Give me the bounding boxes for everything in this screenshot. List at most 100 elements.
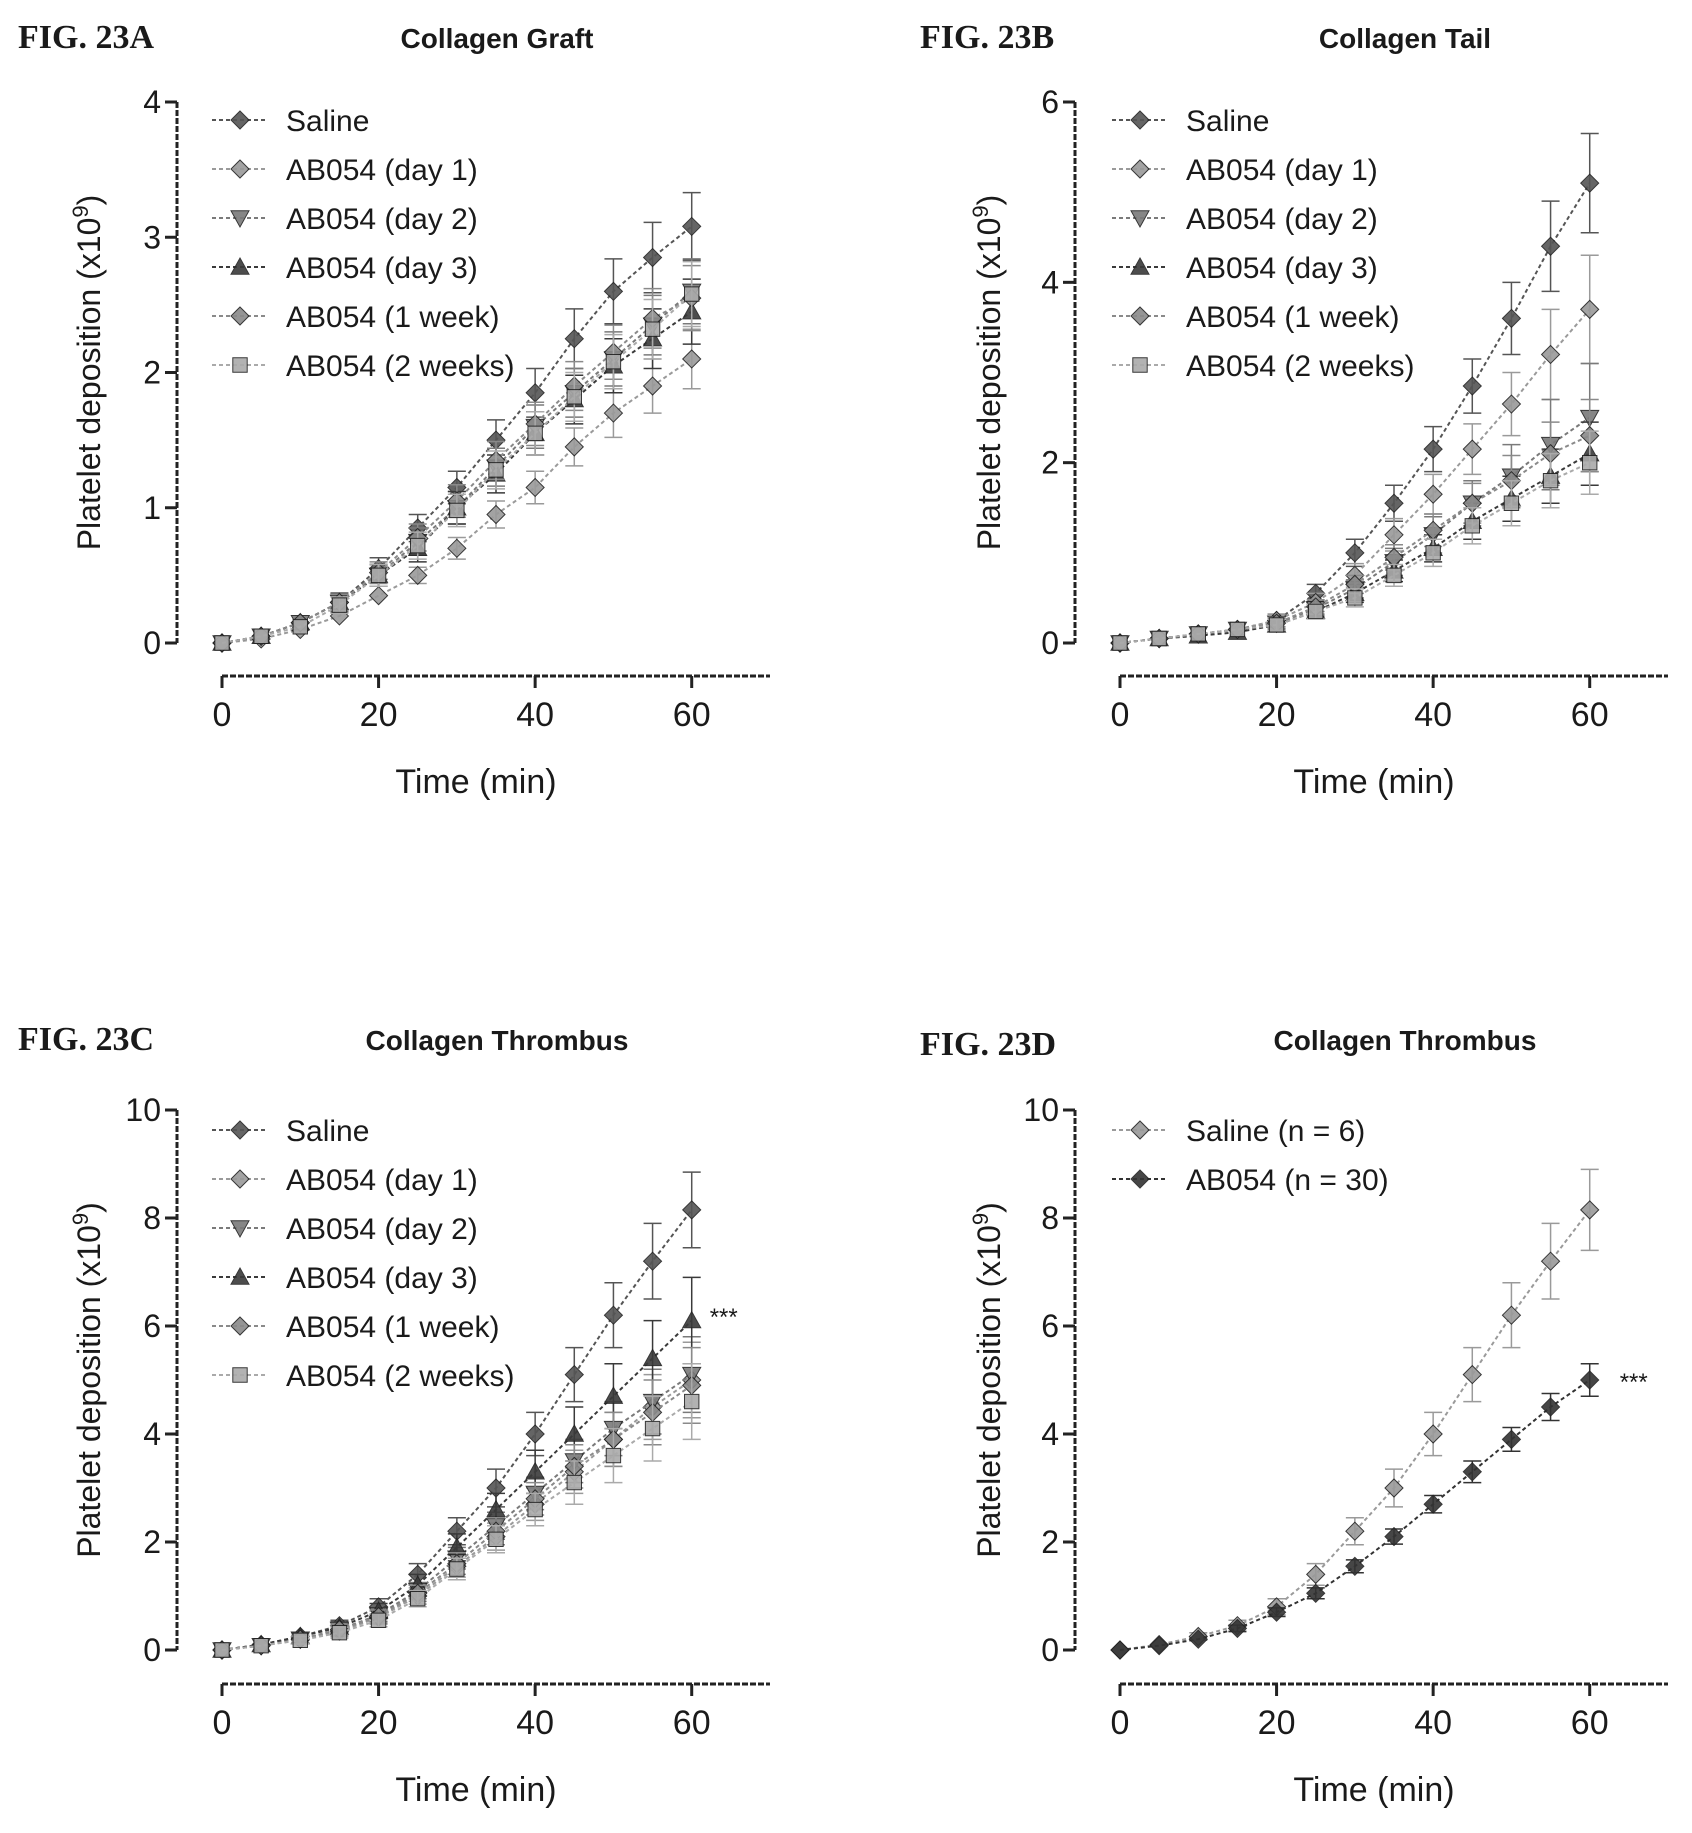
data-point [525,477,545,498]
y-axis-label-close: ) [971,1202,1007,1213]
data-point [603,403,624,423]
data-point [1540,344,1561,365]
series-6 [1112,430,1599,651]
y-tick-label: 0 [143,1632,161,1668]
legend-marker [230,1220,250,1239]
data-point [1227,1618,1248,1639]
data-point [370,567,387,584]
y-axis-label-exponent: 9 [68,205,93,217]
data-point [1580,1200,1600,1220]
legend-item: Saline (n = 6) [1112,1115,1365,1148]
data-point [1542,473,1559,489]
legend-label: Saline (n = 6) [1186,1115,1365,1148]
legend-item: AB054 (2 weeks) [212,350,514,383]
data-point [1501,394,1522,414]
y-axis-label-main: Platelet deposition (x10 [971,218,1007,551]
legend-label: AB054 (day 2) [286,203,478,236]
legend-marker [1130,110,1150,130]
data-point [1229,621,1246,638]
series-5 [212,1346,702,1660]
legend-marker [1130,159,1150,179]
data-point [1540,236,1561,256]
series-line [1119,1209,1591,1651]
data-point [1308,603,1324,620]
data-point [1501,308,1522,329]
legend-marker [230,210,250,229]
legend-item: AB054 (day 2) [212,203,478,236]
series-line [221,1373,693,1651]
legend-marker [1130,256,1150,275]
data-point [525,383,545,403]
data-point [682,349,702,369]
series-line [1119,1379,1591,1651]
x-tick-label: 20 [1258,1704,1296,1742]
figure-label: FIG. 23C [18,1021,154,1058]
figure-label: FIG. 23A [18,19,154,56]
legend-label: AB054 (day 3) [286,1262,478,1295]
legend-item: AB054 (day 2) [212,1213,478,1246]
data-point [368,585,389,606]
data-point [1151,630,1167,647]
y-axis-label-close: ) [71,195,107,206]
legend-marker [230,1169,250,1189]
legend-item: AB054 (n = 30) [1112,1164,1389,1197]
legend-item: AB054 (day 3) [212,252,478,285]
series-6 [214,1363,701,1658]
legend-item: AB054 (2 weeks) [212,1360,514,1393]
data-point [1462,1462,1482,1482]
data-point [681,1310,702,1329]
data-point [1386,567,1402,584]
legend-marker [1130,1120,1150,1140]
data-point [1190,626,1206,642]
x-tick-label: 0 [1111,696,1130,734]
x-tick-label: 20 [360,1704,398,1742]
data-point [566,1474,582,1491]
data-point [1384,525,1404,545]
legend-label: AB054 (1 week) [1186,301,1399,334]
data-point [1306,1583,1326,1604]
legend-label: AB054 (1 week) [286,301,499,334]
data-point [684,1393,700,1410]
data-point [1423,1424,1443,1444]
legend-marker [230,110,250,130]
y-axis-label-exponent: 9 [68,1213,93,1225]
x-tick-label: 20 [360,696,398,734]
y-tick-label: 8 [143,1200,161,1236]
series-6 [214,260,701,651]
legend-label: AB054 (day 1) [286,154,478,187]
legend-label: AB054 (2 weeks) [1186,350,1414,383]
legend-item: AB054 (2 weeks) [1112,350,1414,383]
data-point [488,462,504,478]
legend-marker [230,1120,250,1140]
data-point [292,619,308,635]
y-axis-label-close: ) [971,195,1007,206]
data-point [488,1531,504,1547]
data-point [603,281,624,302]
x-axis-label: Time (min) [395,763,556,801]
x-tick-label: 40 [516,696,554,734]
data-point [642,376,663,396]
legend-item: Saline [212,105,369,138]
x-axis-label: Time (min) [1293,1771,1454,1809]
data-point [642,1251,663,1271]
data-point [684,286,700,302]
chart-title: Collagen Graft [401,23,594,54]
legend-item: AB054 (day 1) [212,1164,478,1197]
legend-item: AB054 (day 1) [1112,154,1378,187]
data-point [1540,1397,1561,1417]
data-point [1384,1526,1404,1547]
chart-title: Collagen Tail [1319,23,1491,54]
legend-label: AB054 (day 2) [1186,203,1378,236]
data-point [1423,1494,1443,1514]
series-4 [1110,421,1600,651]
legend-item: AB054 (1 week) [212,1311,499,1344]
data-point [1501,1305,1522,1325]
data-point [1347,590,1363,606]
data-point [449,1561,465,1577]
x-tick-label: 40 [516,1704,554,1742]
data-point [682,1200,702,1220]
data-point [1149,1635,1169,1656]
legend-label: Saline [286,1115,369,1148]
